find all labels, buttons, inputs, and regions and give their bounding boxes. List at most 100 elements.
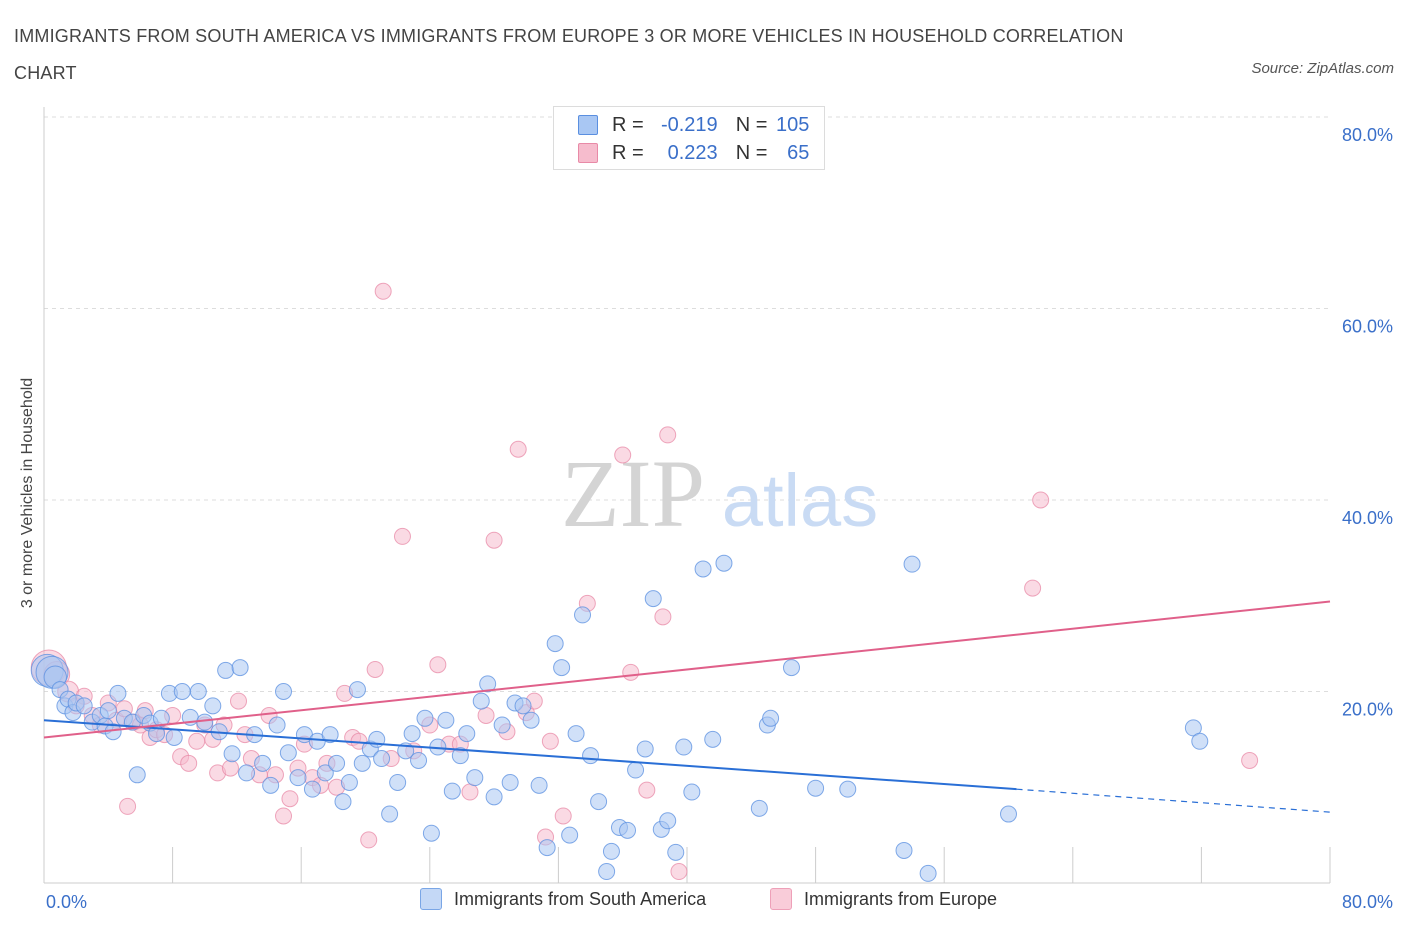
data-point: [683, 783, 701, 801]
stats-row-south-america: R = -0.219 N = 105: [578, 111, 809, 139]
r-label: R =: [612, 113, 644, 136]
data-point: [275, 807, 293, 825]
europe-swatch: [578, 143, 598, 163]
data-point: [461, 783, 479, 801]
legend-label: Immigrants from Europe: [804, 888, 998, 909]
data-point: [485, 788, 503, 806]
n-label: N =: [735, 113, 768, 136]
y-tick-label: 60.0%: [1342, 317, 1393, 337]
data-point: [416, 709, 434, 727]
data-point: [180, 754, 198, 772]
data-point: [262, 776, 280, 794]
data-point: [109, 684, 127, 702]
stats-row-europe: R = 0.223 N = 65: [578, 139, 809, 167]
south-america-swatch: [578, 115, 598, 135]
data-point: [443, 782, 461, 800]
data-point: [231, 659, 249, 677]
series-legend: Immigrants from South America Immigrants…: [0, 888, 1406, 916]
data-point: [128, 766, 146, 784]
data-point: [807, 779, 825, 797]
data-point: [1241, 751, 1259, 769]
data-point: [403, 725, 421, 743]
data-point: [281, 790, 299, 808]
watermark-atlas: atlas: [722, 459, 878, 542]
data-point: [316, 764, 334, 782]
n-value: 65: [787, 141, 810, 164]
data-point: [230, 692, 248, 710]
europe-trend-line: [43, 600, 1331, 739]
data-point: [353, 754, 371, 772]
data-point: [189, 683, 207, 700]
grid-lines: [44, 116, 1330, 692]
data-point: [762, 709, 780, 727]
data-point: [254, 754, 272, 772]
data-point: [196, 713, 214, 731]
data-point: [485, 531, 503, 549]
data-point: [221, 759, 239, 777]
data-point: [509, 440, 527, 458]
data-point: [553, 659, 571, 677]
tick-labels: 20.0% 40.0% 60.0% 80.0% 0.0% 80.0%: [46, 125, 1393, 912]
data-point: [422, 824, 440, 842]
data-point: [675, 738, 693, 756]
data-point: [590, 793, 608, 811]
r-value: 0.223: [667, 141, 718, 164]
data-point: [279, 744, 297, 762]
data-point: [340, 773, 358, 791]
data-point: [602, 842, 620, 860]
source-label: Source: ZipAtlas.com: [1251, 60, 1394, 77]
data-point: [501, 773, 519, 791]
data-point: [466, 769, 484, 787]
data-point: [152, 709, 170, 727]
data-point: [217, 661, 235, 679]
data-point: [903, 555, 921, 573]
data-point: [223, 745, 241, 763]
data-point: [479, 675, 497, 693]
data-point: [393, 527, 411, 545]
data-point: [919, 864, 937, 882]
data-point: [366, 660, 384, 678]
x-tick-label: 0.0%: [46, 892, 87, 912]
data-point: [654, 608, 672, 626]
europe-legend-swatch: [770, 888, 792, 910]
data-point: [1000, 805, 1017, 823]
data-point: [1032, 491, 1050, 509]
data-point: [389, 773, 407, 791]
data-point: [204, 697, 222, 715]
data-point: [636, 740, 654, 758]
data-point: [895, 841, 913, 859]
data-point: [458, 725, 476, 743]
data-point: [627, 761, 645, 779]
data-point: [99, 702, 117, 720]
data-point: [429, 656, 447, 674]
data-point: [659, 812, 677, 830]
data-point: [334, 793, 352, 811]
data-point: [381, 805, 399, 823]
data-point: [622, 663, 640, 681]
south-america-legend-swatch: [420, 888, 442, 910]
data-point: [546, 635, 564, 653]
data-point: [268, 716, 286, 734]
data-point: [374, 282, 392, 300]
data-point: [119, 797, 137, 815]
data-point: [694, 560, 712, 578]
data-point: [360, 831, 378, 849]
legend-item-europe: Immigrants from Europe: [770, 888, 997, 910]
data-point: [188, 732, 206, 750]
axes: [43, 107, 1331, 884]
data-point: [410, 751, 428, 769]
data-point: [451, 747, 469, 765]
data-point: [614, 446, 632, 464]
n-value: 105: [776, 113, 810, 136]
data-point: [303, 780, 321, 798]
data-point: [321, 726, 339, 744]
data-point: [472, 692, 490, 710]
data-point: [348, 681, 366, 699]
data-point: [704, 730, 722, 748]
south-america-trend-line: [43, 719, 1017, 791]
data-point: [750, 799, 768, 817]
data-point: [275, 683, 293, 700]
data-point: [530, 776, 548, 794]
data-point: [598, 863, 616, 881]
